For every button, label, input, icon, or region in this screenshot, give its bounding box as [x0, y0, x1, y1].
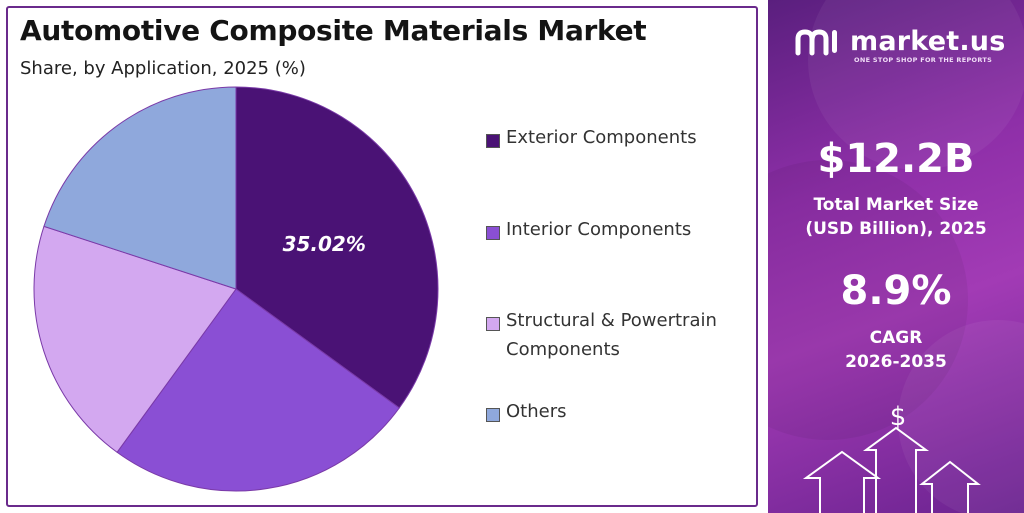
summary-panel: market.us ONE STOP SHOP FOR THE REPORTS …	[768, 0, 1024, 513]
legend-label-exterior: Exterior Components	[506, 127, 697, 148]
legend-swatch-interior	[486, 226, 500, 240]
chart-panel: Automotive Composite Materials Market Sh…	[6, 6, 758, 507]
legend-label-interior: Interior Components	[506, 219, 692, 240]
legend-swatch-structural	[486, 317, 500, 331]
pie-slice-others	[43, 86, 237, 290]
legend-swatch-others	[486, 408, 500, 422]
market-size-label-line2: (USD Billion), 2025	[805, 219, 987, 239]
dollar-sign-icon: $	[890, 402, 907, 432]
pie-slice-exterior	[235, 86, 439, 409]
legend-item-structural: Structural & Powertrain Components	[486, 310, 746, 364]
market-size-value: $12.2B	[817, 136, 975, 182]
market-us-logo-icon	[795, 28, 837, 55]
pie-slice-interior	[116, 288, 400, 492]
background-decoration	[768, 0, 1024, 513]
legend-item-exterior: Exterior Components	[486, 127, 746, 152]
chart-subtitle: Share, by Application, 2025 (%)	[20, 58, 306, 79]
legend-item-others: Others	[486, 401, 746, 426]
pie-chart: 35.02%	[33, 86, 439, 492]
cagr-label: CAGR	[869, 328, 923, 348]
brand: market.us	[794, 26, 1005, 57]
legend-label-structural-line2: Components	[506, 339, 620, 360]
brand-name: market.us	[850, 26, 1006, 57]
cagr-value: 8.9%	[840, 268, 952, 314]
brand-tagline: ONE STOP SHOP FOR THE REPORTS	[854, 56, 993, 64]
cagr-period: 2026-2035	[845, 352, 947, 372]
legend-item-interior: Interior Components	[486, 219, 746, 244]
pie-slice-structural	[33, 225, 237, 453]
growth-arrows-icon: $	[802, 402, 981, 513]
legend-label-others: Others	[506, 401, 567, 422]
chart-title: Automotive Composite Materials Market	[20, 14, 647, 47]
market-size-label-line1: Total Market Size	[813, 195, 979, 215]
legend-label-structural-line1: Structural & Powertrain	[506, 310, 717, 331]
legend-swatch-exterior	[486, 134, 500, 148]
pie-data-label-exterior: 35.02%	[283, 232, 366, 256]
